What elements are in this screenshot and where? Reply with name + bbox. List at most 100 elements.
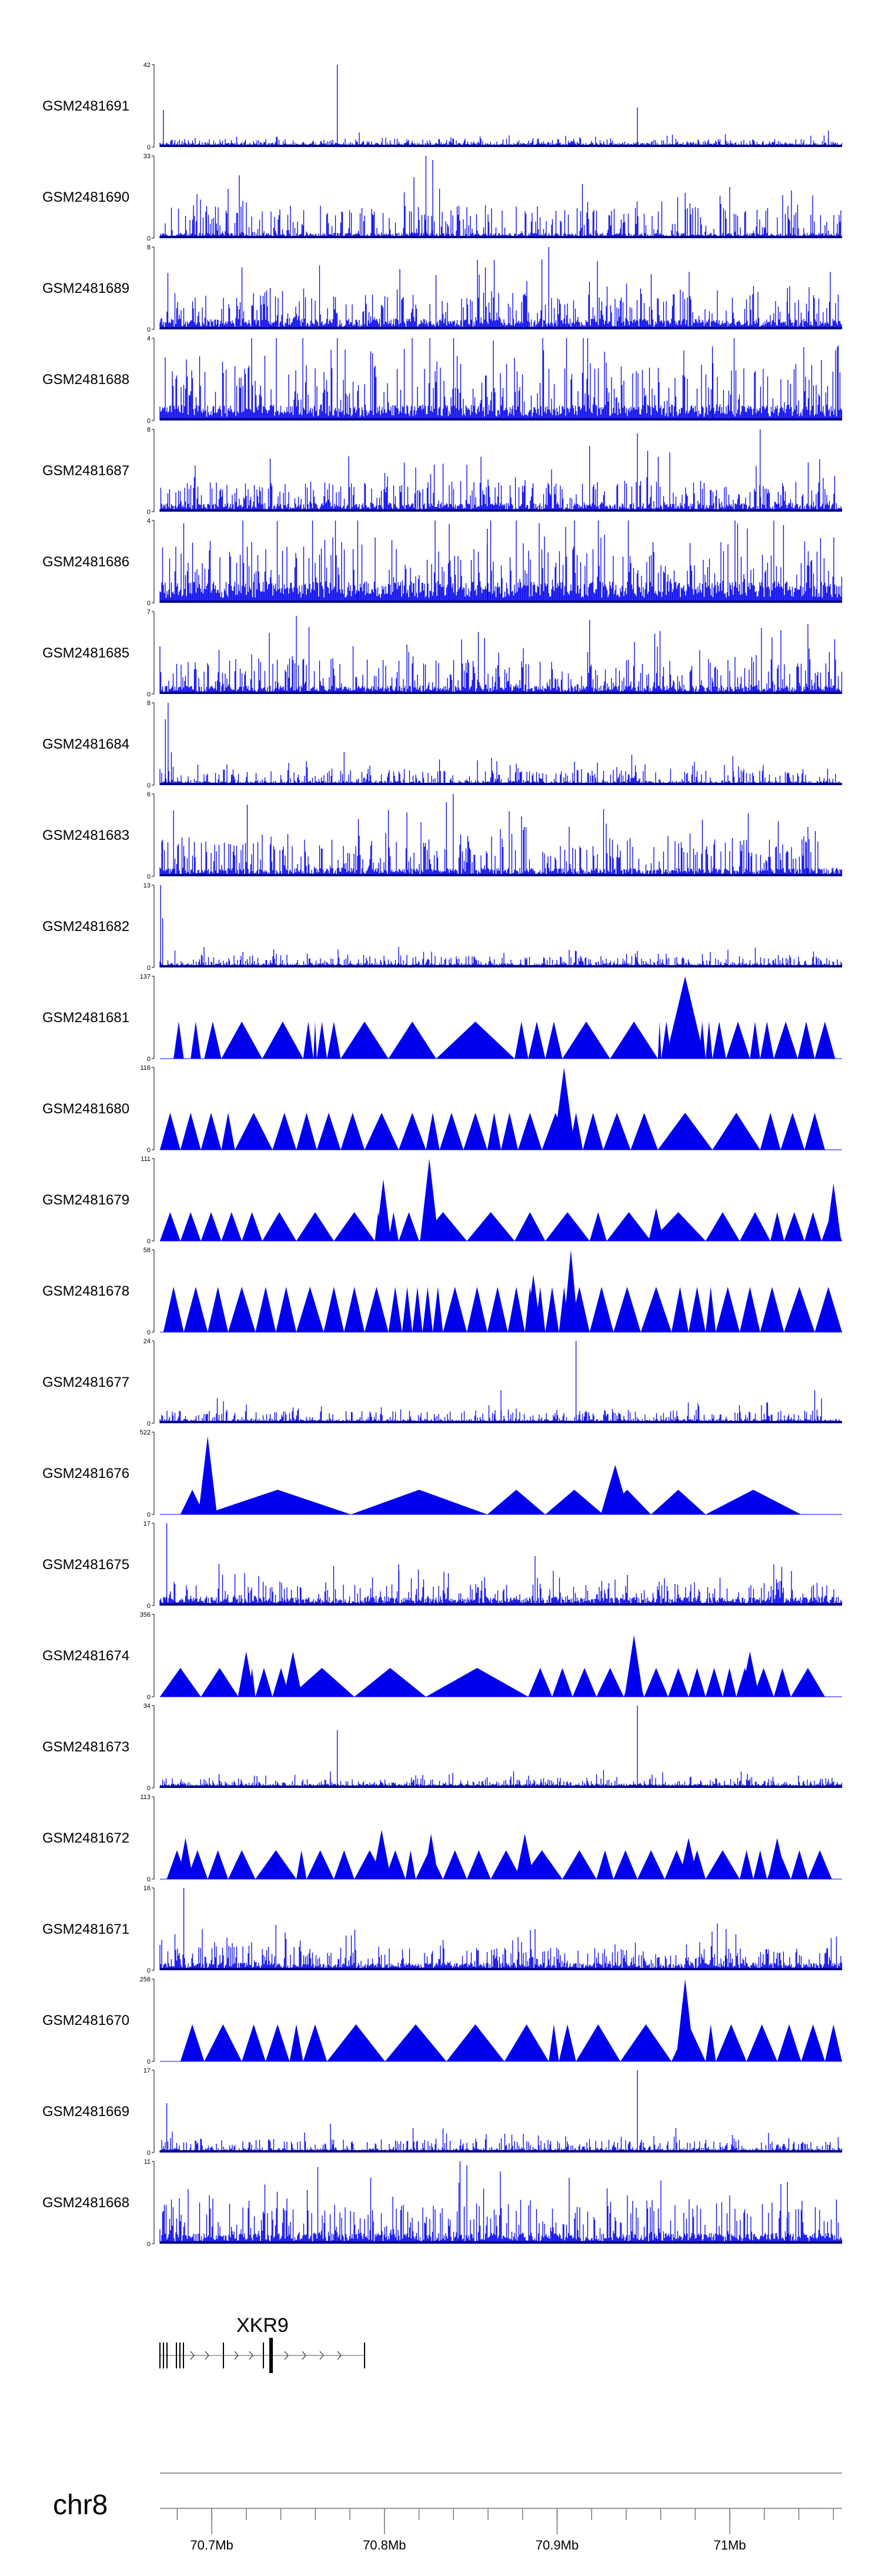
signal-triangle (160, 1668, 201, 1697)
signal-triangle (296, 1212, 334, 1241)
y-max-label: 11 (144, 2158, 151, 2165)
signal-peak (178, 1838, 193, 1879)
signal-triangle (770, 1212, 784, 1241)
signal-triangle (187, 1850, 208, 1879)
signal-triangle (825, 2024, 842, 2061)
signal-triangle (613, 1287, 641, 1332)
signal-triangle (487, 1287, 508, 1332)
signal-triangle (426, 1113, 440, 1150)
signal-triangle (221, 1212, 242, 1241)
signal-triangle (160, 1113, 181, 1150)
y-min-label: 0 (147, 1056, 151, 1063)
track-GSM2481675: GSM2481675 17 0 (42, 1520, 843, 1610)
signal-bars (159, 885, 843, 967)
signal-triangle (490, 1850, 522, 1879)
track-label: GSM2481677 (42, 1374, 129, 1390)
track-label: GSM2481691 (42, 98, 129, 114)
track-GSM2481680: GSM2481680 116 0 (42, 1065, 842, 1154)
signal-triangle (791, 1668, 825, 1697)
signal-triangle (613, 1850, 637, 1879)
y-min-label: 0 (147, 1147, 151, 1154)
signal-triangle (340, 1022, 389, 1059)
signal-triangle (589, 1212, 607, 1241)
axis-tick-label: 70.7Mb (190, 2538, 233, 2552)
signal-baseline (160, 965, 842, 967)
signal-triangle (180, 2024, 205, 2061)
signal-triangle (545, 1490, 603, 1514)
signal-triangle (504, 2024, 549, 2061)
signal-bars (159, 1341, 843, 1423)
signal-triangle (221, 1022, 262, 1059)
signal-baseline (160, 1786, 842, 1788)
signal-triangle (235, 1113, 273, 1150)
y-min-label: 0 (147, 600, 151, 607)
signal-triangle (160, 1212, 181, 1241)
signal-triangle (706, 1022, 713, 1059)
signal-triangle (750, 1022, 760, 1059)
signal-triangle (545, 1022, 563, 1059)
signal-peak (198, 1436, 217, 1514)
signal-triangle (740, 1850, 754, 1879)
y-max-label: 58 (143, 1247, 151, 1254)
signal-bars (159, 247, 843, 329)
signal-bars (159, 429, 843, 512)
signal-triangle (657, 1022, 662, 1059)
signal-triangle (572, 1668, 597, 1697)
coordinate-axis-track: chr8 70.7Mb 70.8Mb 70.9Mb 71Mb (53, 2472, 842, 2552)
signal-baseline (160, 2150, 842, 2153)
signal-triangle (528, 1022, 546, 1059)
signal-triangle (784, 1287, 815, 1332)
signal-triangle (255, 1287, 276, 1332)
signal-triangle (774, 1022, 798, 1059)
y-max-label: 17 (143, 1520, 151, 1527)
signal-triangle (365, 1287, 389, 1332)
y-min-label: 0 (147, 326, 151, 333)
gene-exon (269, 2338, 273, 2373)
gene-model-track: XKR9 (159, 2314, 365, 2373)
signal-triangle (436, 1022, 515, 1059)
signal-triangle (365, 1113, 399, 1150)
signal-bars (159, 1523, 843, 1606)
signal-triangle (463, 1113, 487, 1150)
y-max-label: 4 (147, 518, 151, 525)
signal-triangle (296, 1113, 317, 1150)
track-GSM2481676: GSM2481676 522 0 (42, 1429, 842, 1519)
signal-bars (159, 2070, 843, 2153)
signal-baseline (160, 236, 842, 238)
signal-triangle (651, 1490, 706, 1514)
track-label: GSM2481680 (42, 1101, 129, 1117)
track-GSM2481669: GSM2481669 17 0 (42, 2067, 843, 2157)
signal-triangle (201, 1668, 239, 1697)
track-label: GSM2481672 (42, 1830, 129, 1846)
signal-triangle (327, 1022, 341, 1059)
signal-triangle (399, 1212, 419, 1241)
signal-triangle (228, 1850, 256, 1879)
signal-triangle (204, 1490, 351, 1514)
signal-triangle (549, 2024, 559, 2061)
track-label: GSM2481683 (42, 827, 129, 843)
signal-triangle (740, 1287, 760, 1332)
signal-triangle (514, 1212, 546, 1241)
track-GSM2481685: GSM2481685 7 0 (42, 609, 843, 698)
strand-arrow-icon (234, 2351, 239, 2360)
signal-baseline (160, 509, 842, 512)
track-GSM2481679: GSM2481679 111 0 (42, 1156, 842, 1245)
signal-peak (238, 1651, 255, 1697)
signal-triangle (804, 1113, 825, 1150)
track-label: GSM2481678 (42, 1283, 129, 1299)
signal-triangle (255, 1668, 273, 1697)
signal-triangle (716, 1287, 740, 1332)
y-min-label: 0 (147, 235, 151, 242)
strand-arrow-icon (205, 2351, 209, 2360)
y-max-label: 33 (143, 153, 151, 160)
y-min-label: 0 (147, 1420, 151, 1427)
signal-triangle (637, 1850, 665, 1879)
signal-triangle (303, 2024, 328, 2061)
signal-triangle (443, 1287, 467, 1332)
signal-triangle (201, 1113, 222, 1150)
signal-bars (159, 794, 843, 876)
track-label: GSM2481679 (42, 1192, 129, 1208)
signal-triangle (262, 1022, 303, 1059)
signal-triangle (296, 1850, 307, 1879)
